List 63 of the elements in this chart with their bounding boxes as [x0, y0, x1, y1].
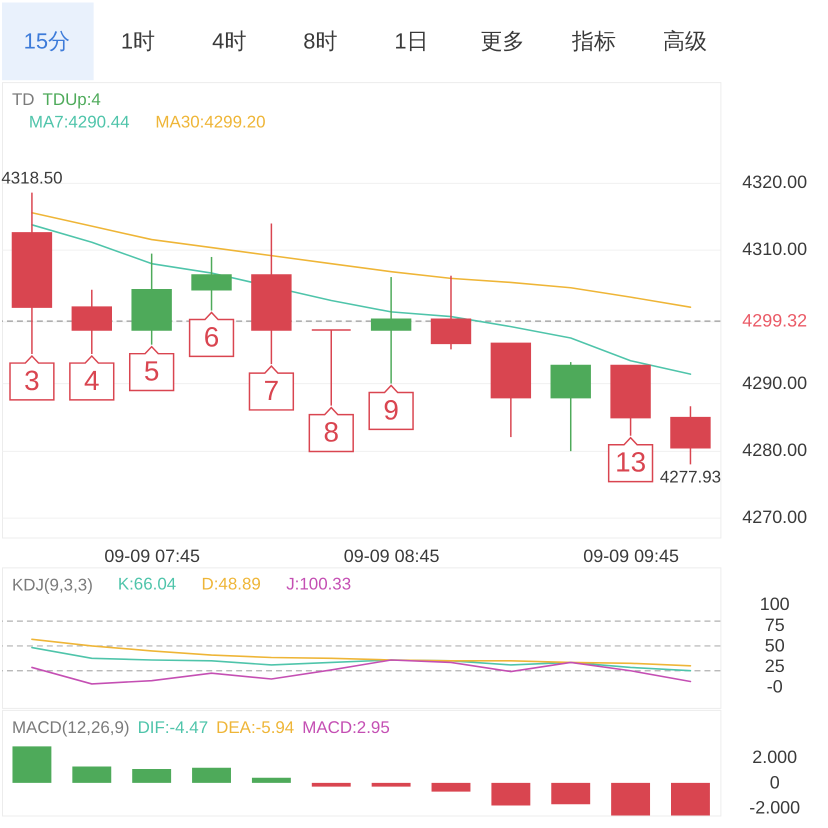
text: 4 [84, 364, 100, 396]
bar [671, 782, 710, 816]
y-tick-label: 100 [760, 594, 790, 614]
text: D:48.89 [202, 574, 261, 594]
text: 指标 [570, 28, 616, 54]
text: MA30:4299.20 [155, 112, 266, 132]
annotation: 4277.93 [660, 467, 722, 486]
line-series [31, 212, 692, 308]
text: 13 [615, 446, 646, 478]
annotation: MACD:2.95 [302, 718, 390, 737]
line-series [31, 659, 692, 685]
bar [72, 766, 112, 783]
x-tick-label: 09-09 09:45 [583, 546, 679, 566]
bar [312, 782, 351, 787]
text: 1时 [120, 28, 156, 54]
bar [432, 782, 470, 792]
y-tick-label: 50 [764, 635, 785, 656]
annotation: 4318.50 [1, 168, 63, 188]
bar [372, 782, 411, 787]
text: 高级 [663, 28, 708, 54]
text: 5 [144, 356, 160, 387]
y-tick-label: 4320.00 [742, 172, 808, 192]
bar [611, 782, 650, 816]
text: 15分 [24, 28, 70, 54]
chart-title: KDJ(9,3,3) [12, 575, 93, 594]
bar [551, 782, 590, 804]
text: 7 [264, 374, 280, 406]
text: TD [12, 90, 35, 110]
text: TDUp:4 [42, 90, 101, 110]
candlestick [370, 276, 412, 384]
annotation: DIF:-4.47 [138, 718, 208, 737]
bar [132, 769, 172, 783]
text: 8时 [303, 28, 338, 54]
line-series [31, 638, 692, 667]
bar [12, 746, 52, 783]
y-tick-label: 4270.00 [742, 506, 808, 527]
y-tick-label: 0 [770, 772, 780, 792]
y-tick-label: -2.000 [749, 797, 800, 818]
bar [192, 768, 231, 783]
text: MA7:4290.44 [28, 112, 130, 132]
x-tick-label: 09-09 07:45 [104, 546, 200, 566]
annotation: DEA:-5.94 [216, 718, 294, 737]
text: 1日 [394, 28, 429, 54]
text: 8 [324, 416, 340, 448]
y-tick-label: 4280.00 [742, 440, 808, 460]
text: J:100.33 [286, 574, 352, 594]
chart-title: MACD(12,26,9) [12, 718, 130, 737]
y-tick-label: 75 [764, 614, 785, 635]
text: 9 [383, 394, 399, 426]
y-tick-label: 4310.00 [742, 239, 808, 260]
text: K:66.04 [118, 574, 176, 594]
x-tick-label: 09-09 08:45 [344, 546, 440, 566]
y-tick-label: 4299.32 [742, 310, 808, 331]
y-tick-label: 4290.00 [742, 373, 808, 393]
bar [252, 778, 291, 783]
text: 3 [24, 364, 40, 396]
y-tick-label: 2.000 [752, 747, 798, 768]
text: 6 [204, 321, 220, 352]
y-tick-label: 25 [764, 656, 785, 676]
text: 4时 [212, 28, 246, 54]
y-tick-label: -0 [766, 676, 783, 697]
bar [491, 782, 530, 806]
text: 更多 [480, 28, 525, 54]
